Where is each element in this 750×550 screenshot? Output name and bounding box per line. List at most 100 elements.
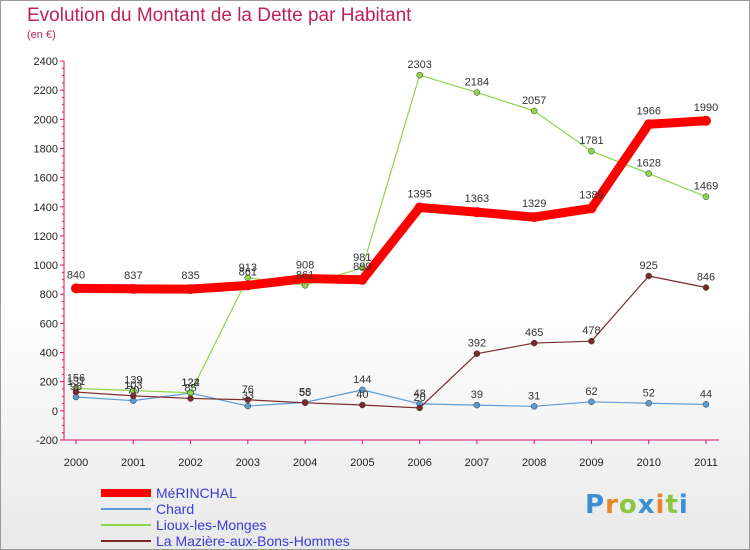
data-label-merinchal: 840	[67, 269, 85, 281]
data-label-la-maziere-aux-bons-hommes: 925	[640, 260, 658, 272]
x-tick-label: 2008	[522, 457, 546, 469]
data-label-chard: 44	[700, 388, 712, 400]
data-label-lioux-les-monges: 861	[296, 269, 314, 281]
data-label-la-maziere-aux-bons-hommes: 40	[356, 389, 368, 401]
data-point-lioux-les-monges	[473, 89, 481, 96]
series-line-chard	[75, 389, 707, 407]
data-point-la-maziere-aux-bons-hommes	[702, 284, 710, 291]
legend-swatch	[101, 524, 151, 526]
data-point-chard	[244, 402, 252, 410]
data-label-merinchal: 1966	[636, 105, 660, 117]
series-line-lioux-les-monges	[75, 74, 707, 394]
data-point-la-maziere-aux-bons-hommes	[588, 337, 595, 345]
series-lines	[71, 71, 711, 412]
data-point-merinchal	[701, 115, 711, 126]
data-label-chard: 48	[414, 388, 426, 400]
data-point-chard	[359, 386, 366, 394]
data-label-merinchal: 835	[181, 270, 199, 282]
legend-item: La Mazière-aux-Bons-Hommes	[101, 533, 431, 549]
data-point-lioux-les-monges	[645, 170, 652, 177]
logo-letter: r	[605, 490, 619, 520]
series-line-la-maziere-aux-bons-hommes	[75, 275, 707, 409]
proxiti-logo: Proxiti	[585, 490, 689, 520]
legend-swatch	[101, 508, 151, 510]
data-point-la-maziere-aux-bons-hommes	[72, 388, 80, 396]
data-label-la-maziere-aux-bons-hommes: 478	[582, 325, 600, 337]
data-label-la-maziere-aux-bons-hommes: 465	[525, 327, 543, 339]
legend-item: Chard	[101, 501, 431, 517]
series-line-merinchal	[71, 116, 711, 294]
data-label-lioux-les-monges: 1469	[694, 181, 718, 193]
legend-swatch	[101, 489, 151, 497]
data-label-merinchal: 899	[353, 261, 371, 273]
data-label-lioux-les-monges: 1781	[579, 135, 603, 147]
legend-label: La Mazière-aux-Bons-Hommes	[156, 533, 350, 549]
data-label-merinchal: 837	[124, 270, 142, 282]
data-point-chard	[702, 401, 710, 408]
data-point-la-maziere-aux-bons-hommes	[187, 395, 194, 402]
data-label-merinchal: 1389	[579, 189, 603, 201]
data-label-chard: 62	[585, 386, 597, 398]
legend-item: MéRINCHAL	[101, 485, 431, 501]
data-label-lioux-les-monges: 124	[181, 377, 199, 389]
data-point-chard	[530, 403, 538, 410]
data-label-merinchal: 861	[239, 266, 257, 278]
y-tick-label: 2000	[34, 114, 58, 126]
data-label-chard: 122	[181, 377, 199, 389]
legend-label: Lioux-les-Monges	[156, 517, 267, 533]
x-tick-label: 2002	[178, 457, 202, 469]
y-tick-label: 600	[40, 318, 58, 330]
data-point-merinchal	[300, 273, 311, 284]
y-tick-label: 200	[40, 377, 58, 389]
data-label-lioux-les-monges: 1628	[636, 158, 660, 170]
legend-swatch	[101, 540, 151, 542]
y-tick-label: 2200	[34, 85, 58, 97]
data-point-lioux-les-monges	[416, 71, 423, 79]
logo-letter: P	[585, 490, 606, 520]
data-label-lioux-les-monges: 2184	[465, 76, 489, 88]
y-tick-label: 2400	[34, 56, 58, 68]
data-label-la-maziere-aux-bons-hommes: 55	[299, 387, 311, 399]
data-point-chard	[473, 401, 481, 409]
x-tick-label: 2007	[465, 457, 489, 469]
y-tick-label: 1800	[34, 143, 58, 155]
y-tick-label: -200	[36, 435, 58, 447]
data-point-merinchal	[242, 280, 253, 291]
data-label-la-maziere-aux-bons-hommes: 76	[242, 384, 254, 396]
y-tick-label: 1200	[34, 231, 58, 243]
x-tick-label: 2004	[293, 457, 317, 469]
data-point-lioux-les-monges	[588, 147, 595, 155]
data-point-la-maziere-aux-bons-hommes	[645, 272, 652, 280]
data-label-chard: 58	[299, 386, 311, 398]
data-label-lioux-les-monges: 2303	[407, 59, 431, 71]
data-label-chard: 144	[353, 374, 371, 386]
data-point-merinchal	[586, 203, 597, 214]
legend-label: Chard	[156, 501, 195, 517]
chart-subtitle: (en €)	[27, 29, 56, 41]
y-tick-label: 0	[52, 406, 58, 418]
logo-letter: o	[618, 490, 638, 520]
data-label-la-maziere-aux-bons-hommes: 20	[414, 392, 426, 404]
data-point-merinchal	[529, 212, 540, 223]
data-point-lioux-les-monges	[702, 193, 710, 200]
data-label-merinchal: 1329	[522, 198, 546, 210]
data-label-lioux-les-monges: 913	[239, 262, 257, 274]
logo-letter: x	[637, 490, 656, 520]
data-point-lioux-les-monges	[530, 107, 538, 115]
data-label-merinchal: 1990	[694, 102, 718, 114]
data-label-merinchal: 1363	[465, 193, 489, 205]
data-point-merinchal	[643, 119, 654, 130]
data-point-la-maziere-aux-bons-hommes	[416, 404, 423, 412]
data-point-la-maziere-aux-bons-hommes	[244, 396, 252, 404]
chart-title: Evolution du Montant de la Dette par Hab…	[27, 5, 412, 26]
data-point-merinchal	[471, 207, 482, 218]
data-label-lioux-les-monges: 981	[353, 252, 371, 264]
x-tick-label: 2003	[236, 457, 260, 469]
data-point-la-maziere-aux-bons-hommes	[530, 339, 538, 347]
data-label-la-maziere-aux-bons-hommes: 392	[468, 338, 486, 350]
data-point-la-maziere-aux-bons-hommes	[301, 399, 309, 407]
data-point-merinchal	[128, 283, 139, 294]
x-tick-label: 2011	[694, 457, 718, 469]
logo-letter: t	[665, 490, 679, 520]
